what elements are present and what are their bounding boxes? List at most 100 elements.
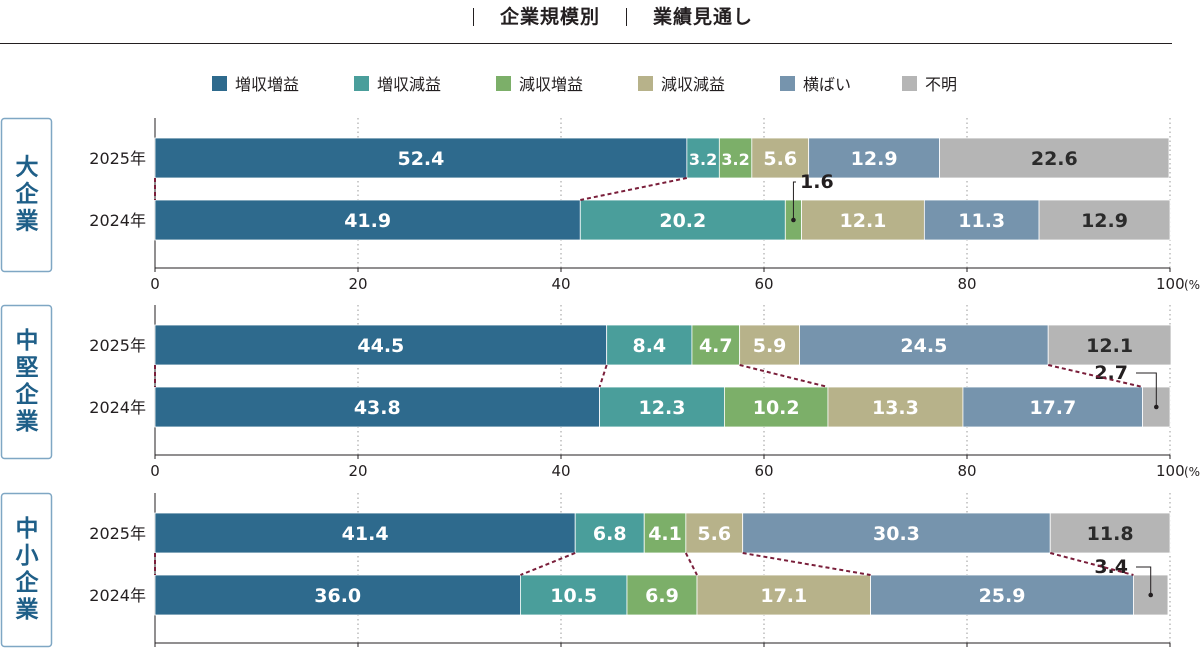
bar-segment-gen-zo: [643, 512, 687, 554]
group-box: [0, 117, 53, 273]
legend-swatch-zo-gen: [354, 76, 369, 91]
x-tick-label: 40: [551, 275, 570, 293]
bar-segment-zo-gen: [579, 199, 786, 241]
bar-value-label: 5.6: [697, 523, 731, 545]
bar-value-label: 43.8: [354, 397, 401, 419]
bar-segment-gen-zo: [691, 324, 741, 366]
bar-value-callout: 1.6: [800, 171, 834, 193]
bar-segment-zo-zo: [154, 324, 608, 366]
connector-line: [598, 364, 608, 388]
bar-segment-zo-zo: [154, 199, 581, 241]
bar-value-label: 3.2: [721, 150, 749, 169]
bar-value-label: 6.9: [645, 585, 679, 607]
bar-value-label: 44.5: [357, 335, 404, 357]
bar-segment-yokobai: [962, 386, 1143, 428]
bar-segment-gen-gen: [739, 324, 800, 366]
x-tick-label: 40: [551, 462, 570, 480]
bar-value-label: 11.3: [958, 210, 1005, 232]
connector-line: [520, 552, 576, 576]
bar-value-callout: 3.4: [1094, 556, 1128, 578]
bar-value-label: 10.2: [753, 397, 800, 419]
title-divider: [626, 8, 627, 26]
bar-segment-fumei: [1049, 512, 1171, 554]
group-label: 中小企業: [15, 516, 40, 623]
bar-value-label: 12.9: [851, 148, 898, 170]
row-year-label: 2025年: [89, 524, 146, 543]
connector-line: [1047, 364, 1143, 388]
row-year-label: 2024年: [89, 211, 146, 230]
row-year-label: 2024年: [89, 398, 146, 417]
bar-value-label: 10.5: [550, 585, 597, 607]
group-label: 中堅企業: [15, 328, 40, 435]
bar-segment-fumei: [939, 137, 1170, 179]
row-year-label: 2025年: [89, 149, 146, 168]
x-tick-label: 100: [1156, 275, 1185, 293]
bar-value-label: 12.1: [840, 210, 887, 232]
bar-value-label: 30.3: [873, 523, 920, 545]
bar-segment-zo-gen: [520, 574, 628, 616]
chart-title-right: 業績見通し: [653, 6, 754, 28]
bar-segment-gen-zo: [626, 574, 698, 616]
bar-segment-fumei: [1038, 199, 1171, 241]
bar-value-label: 5.9: [753, 335, 787, 357]
bar-value-label: 11.8: [1087, 523, 1134, 545]
connector-line: [580, 177, 688, 201]
bar-segment-gen-gen: [685, 512, 744, 554]
bar-value-label: 20.2: [659, 210, 706, 232]
bar-value-label: 4.7: [699, 335, 733, 357]
chart-title: 企業規模別 業績見通し: [0, 2, 1200, 29]
bar-value-label: 13.3: [872, 397, 919, 419]
bar-segment-zo-gen: [686, 137, 720, 179]
bar-value-label: 12.1: [1086, 335, 1133, 357]
legend-swatch-zo-zo: [212, 76, 227, 91]
bar-segment-yokobai: [742, 512, 1051, 554]
bar-value-label: 25.9: [979, 585, 1026, 607]
connector-line: [739, 364, 829, 388]
bar-value-label: 41.4: [342, 523, 389, 545]
row-year-label: 2024年: [89, 586, 146, 605]
bar-value-label: 17.7: [1029, 397, 1076, 419]
connector-line: [742, 552, 871, 576]
bar-value-label: 24.5: [900, 335, 947, 357]
callout-leader: [1136, 566, 1152, 595]
legend-label-gen-gen: 減収減益: [661, 75, 725, 94]
bar-segment-zo-gen: [574, 512, 645, 554]
bar-value-label: 3.2: [689, 150, 717, 169]
bar-segment-yokobai: [808, 137, 940, 179]
x-axis-unit: (%): [1184, 465, 1200, 479]
bar-value-label: 36.0: [314, 585, 361, 607]
bar-value-label: 12.3: [639, 397, 686, 419]
bar-value-label: 52.4: [397, 148, 444, 170]
row-year-label: 2025年: [89, 336, 146, 355]
group-label: 大企業: [15, 155, 40, 235]
x-tick-label: 60: [754, 275, 773, 293]
bar-value-label: 5.6: [763, 148, 797, 170]
x-axis-unit: (%): [1184, 278, 1200, 292]
bar-segment-zo-zo: [154, 574, 521, 616]
bar-segment-gen-gen: [801, 199, 925, 241]
x-tick-label: 20: [348, 462, 367, 480]
x-tick-label: 60: [754, 462, 773, 480]
x-tick-label: 100: [1156, 462, 1185, 480]
x-tick-label: 0: [150, 462, 160, 480]
legend-swatch-gen-gen: [638, 76, 653, 91]
connector-line: [1049, 552, 1134, 576]
bar-segment-yokobai: [870, 574, 1134, 616]
legend-swatch-gen-zo: [496, 76, 511, 91]
legend-label-gen-zo: 減収増益: [519, 75, 583, 94]
chart-title-left: 企業規模別: [499, 6, 600, 28]
bar-value-label: 8.4: [632, 335, 666, 357]
x-tick-label: 80: [957, 462, 976, 480]
bar-value-label: 22.6: [1031, 148, 1078, 170]
bar-value-label: 4.1: [648, 523, 682, 545]
legend-label-zo-zo: 増収増益: [235, 75, 299, 94]
x-tick-label: 80: [957, 275, 976, 293]
group-box: [0, 492, 53, 648]
bar-value-label: 17.1: [760, 585, 807, 607]
bar-segment-zo-gen: [599, 386, 725, 428]
group-box: [0, 304, 53, 460]
bar-value-label: 6.8: [593, 523, 627, 545]
title-divider: [472, 8, 474, 26]
x-tick-label: 0: [150, 275, 160, 293]
